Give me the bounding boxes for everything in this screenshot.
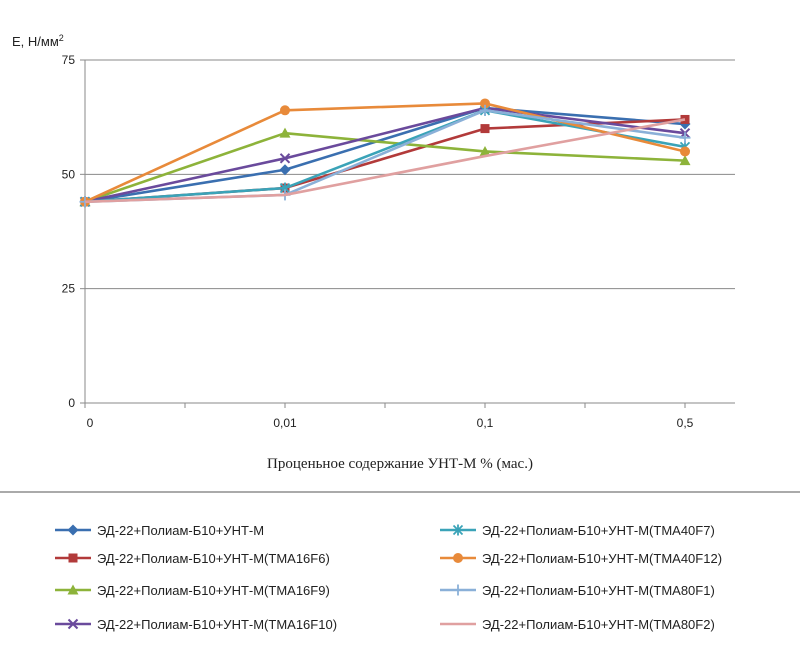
legend-label: ЭД-22+Полиам-Б10+УНТ-М(ТМА16F10) [97, 617, 337, 632]
series-4 [79, 102, 691, 207]
legend-marker [453, 553, 463, 563]
data-point [279, 127, 291, 138]
gridlines [85, 59, 735, 290]
data-point [479, 145, 491, 156]
series-line [84, 118, 686, 204]
data-point [680, 146, 690, 157]
legend-item-2: ЭД-22+Полиам-Б10+УНТ-М(ТМА16F6) [55, 551, 330, 566]
series-1 [79, 102, 691, 208]
legend-item-4: ЭД-22+Полиам-Б10+УНТ-М(ТМА16F10) [55, 617, 337, 632]
data-point [679, 132, 691, 144]
legend-label: ЭД-22+Полиам-Б10+УНТ-М [97, 523, 264, 538]
x-tick-label: 0 [87, 416, 94, 430]
legend-item-1: ЭД-22+Полиам-Б10+УНТ-М [55, 523, 264, 538]
series-line [84, 102, 686, 203]
series-6 [80, 98, 690, 207]
legend-item-3: ЭД-22+Полиам-Б10+УНТ-М(ТМА16F9) [55, 583, 330, 598]
legend-label: ЭД-22+Полиам-Б10+УНТ-М(ТМА40F12) [482, 551, 722, 566]
y-tick-label: 0 [68, 396, 75, 410]
series-line [84, 106, 686, 204]
series-2 [80, 114, 690, 207]
x-tick-label: 0,01 [273, 416, 297, 430]
legend-item-5: ЭД-22+Полиам-Б10+УНТ-М(ТМА40F7) [440, 523, 715, 538]
series-line [84, 131, 686, 204]
legend: ЭД-22+Полиам-Б10+УНТ-М ЭД-22+Полиам-Б10+У… [55, 523, 722, 632]
legend-marker [452, 524, 464, 536]
y-tick-label: 50 [62, 167, 76, 181]
x-tick-label: 0,1 [477, 416, 494, 430]
legend-item-6: ЭД-22+Полиам-Б10+УНТ-М(ТМА40F12) [440, 551, 722, 566]
legend-label: ЭД-22+Полиам-Б10+УНТ-М(ТМА16F6) [97, 551, 330, 566]
data-point [280, 105, 290, 116]
x-axis-title: Проценьное содержание УНТ-М % (мас.) [267, 456, 533, 472]
y-tick-label: 25 [62, 282, 76, 296]
legend-label: ЭД-22+Полиам-Б10+УНТ-М(ТМА40F7) [482, 523, 715, 538]
legend-marker [452, 584, 464, 596]
data-point [679, 155, 691, 166]
legend-marker [67, 584, 79, 595]
data-point [480, 124, 490, 134]
legend-label: ЭД-22+Полиам-Б10+УНТ-М(ТМА16F9) [97, 583, 330, 598]
legend-marker [67, 618, 79, 630]
tick-labels: 0 25 50 75 0 0,01 0,1 0,5 [62, 53, 694, 430]
data-point [480, 98, 490, 109]
y-tick-label: 75 [62, 53, 76, 67]
data-point [479, 104, 491, 116]
data-point [279, 164, 291, 176]
x-tick-label: 0,5 [677, 416, 694, 430]
series-lines [79, 98, 691, 208]
legend-marker [68, 553, 78, 563]
legend-item-7: ЭД-22+Полиам-Б10+УНТ-М(ТМА80F1) [440, 583, 715, 598]
series-line [84, 106, 686, 204]
series-8 [84, 118, 686, 204]
legend-marker [67, 524, 79, 536]
legend-label: ЭД-22+Полиам-Б10+УНТ-М(ТМА80F1) [482, 583, 715, 598]
legend-label: ЭД-22+Полиам-Б10+УНТ-М(ТМА80F2) [482, 617, 715, 632]
y-axis-title: E, Н/мм2 [12, 33, 64, 49]
axes [80, 59, 735, 408]
legend-item-8: ЭД-22+Полиам-Б10+УНТ-М(ТМА80F2) [440, 617, 715, 632]
data-point [279, 153, 291, 164]
